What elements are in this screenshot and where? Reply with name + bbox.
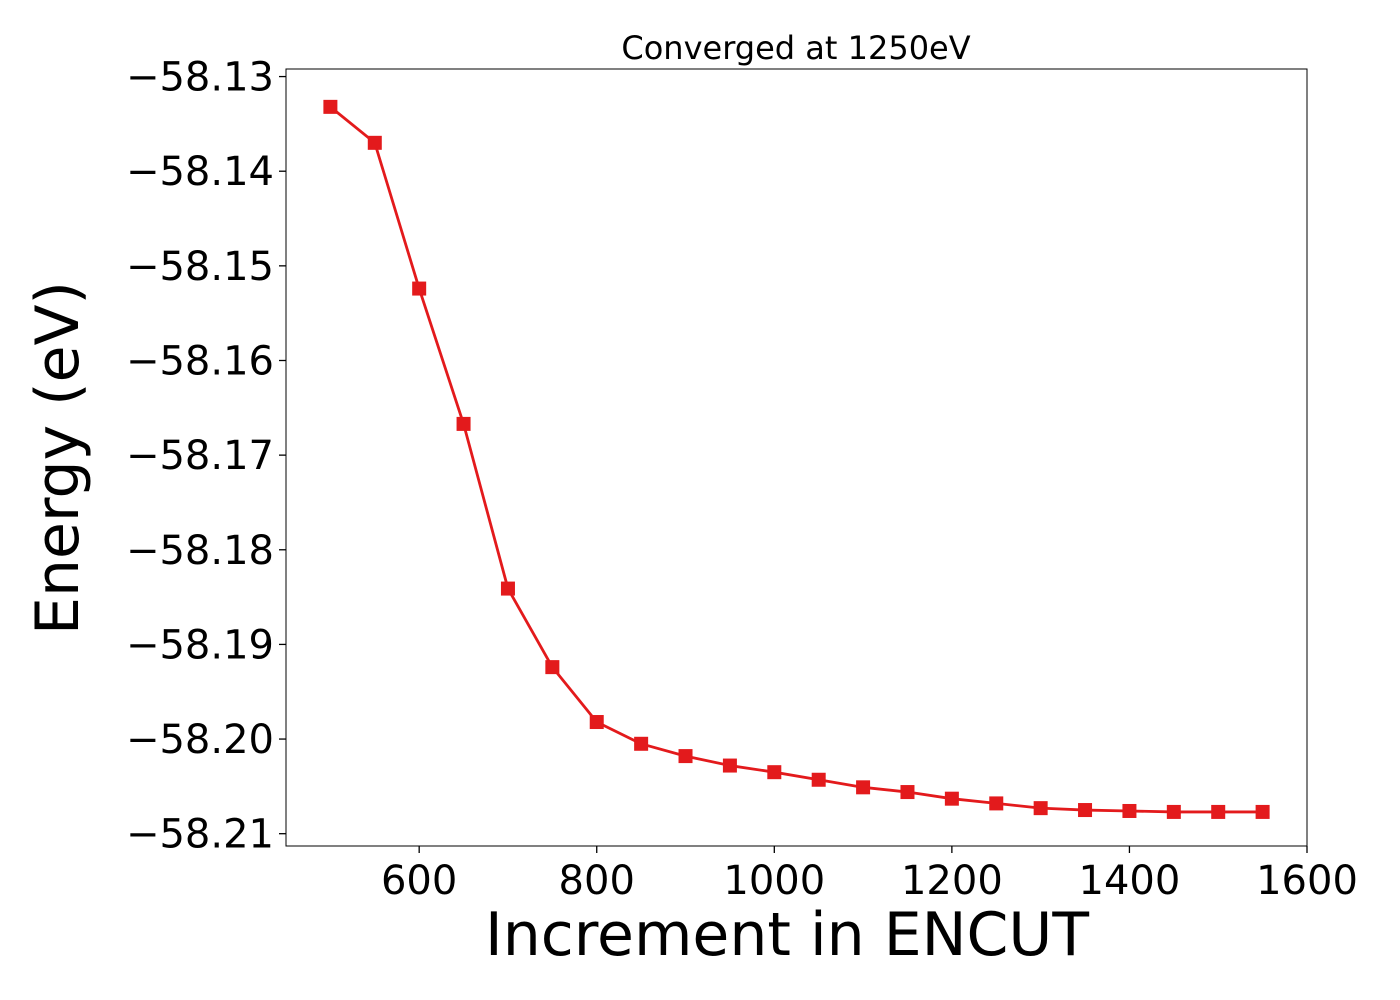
- y-tick-label: −58.18: [126, 528, 274, 574]
- data-point: [545, 660, 560, 675]
- y-axis-label: Energy (eV): [23, 281, 93, 635]
- chart-title: Converged at 1250eV: [621, 29, 970, 67]
- data-point: [767, 765, 782, 780]
- y-tick-label: −58.20: [126, 717, 274, 763]
- y-tick-label: −58.21: [126, 812, 274, 858]
- y-tick-label: −58.14: [126, 149, 274, 195]
- data-point: [811, 772, 826, 787]
- data-point: [456, 416, 471, 431]
- data-point: [722, 758, 737, 773]
- y-tick-label: −58.13: [126, 55, 274, 101]
- data-point: [944, 791, 959, 806]
- x-axis: 600 800 1000 1200 1400 1600: [381, 846, 1358, 904]
- x-tick-label: 800: [559, 858, 635, 904]
- series-layer: [323, 99, 1270, 819]
- data-point: [678, 749, 693, 764]
- y-tick-label: −58.16: [126, 338, 274, 384]
- x-tick-label: 1000: [723, 858, 825, 904]
- data-point: [323, 99, 338, 114]
- data-point: [1033, 801, 1048, 816]
- data-point: [1078, 803, 1093, 818]
- x-axis-label: Increment in ENCUT: [485, 900, 1089, 970]
- data-point: [412, 281, 427, 296]
- x-tick-label: 1600: [1256, 858, 1358, 904]
- y-tick-label: −58.19: [126, 622, 274, 668]
- data-point: [1211, 804, 1226, 819]
- axes-frame: [285, 68, 1308, 847]
- data-point: [367, 135, 382, 150]
- x-tick-label: 1400: [1079, 858, 1181, 904]
- data-point: [634, 736, 649, 751]
- data-point: [1255, 804, 1270, 819]
- data-point: [589, 715, 604, 730]
- data-point: [1166, 804, 1181, 819]
- plot-area: [285, 68, 1308, 847]
- x-tick-label: 600: [381, 858, 457, 904]
- x-tick-label: 1200: [901, 858, 1003, 904]
- y-tick-label: −58.15: [126, 244, 274, 290]
- series-line: [329, 105, 1263, 814]
- data-point: [856, 780, 871, 795]
- y-tick-label: −58.17: [126, 433, 274, 479]
- data-point: [900, 785, 915, 800]
- data-point: [989, 796, 1004, 811]
- y-axis: −58.13 −58.14 −58.15 −58.16 −58.17 −58.18 −58.…: [126, 55, 286, 858]
- data-point: [500, 581, 515, 596]
- data-point: [1122, 803, 1137, 818]
